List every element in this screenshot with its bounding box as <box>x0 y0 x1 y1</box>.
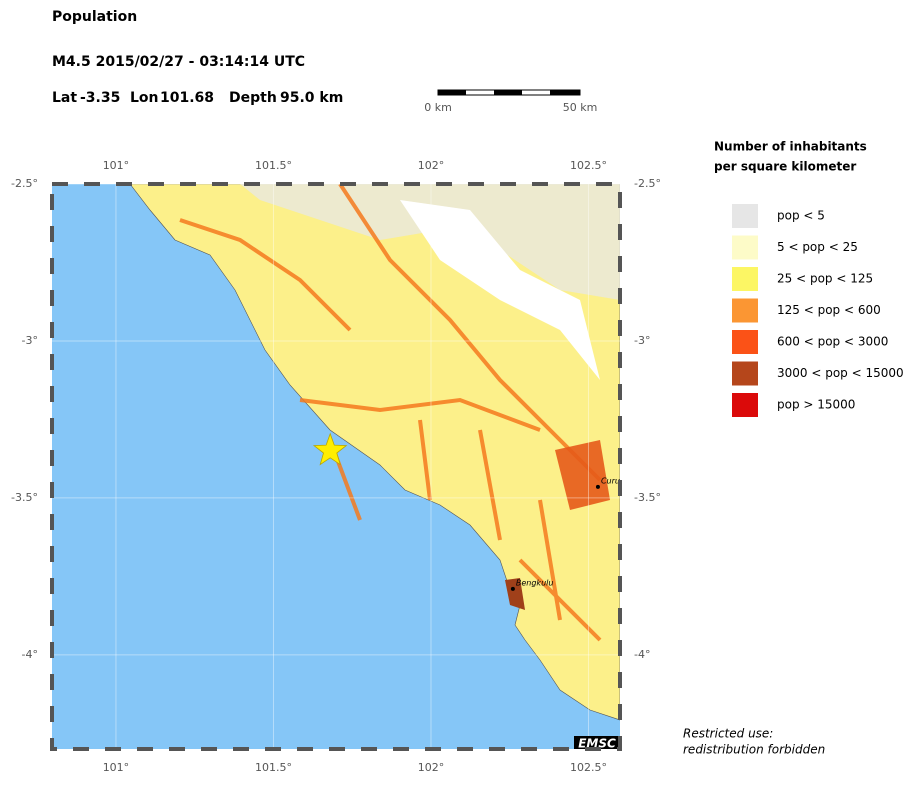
depth-value: 95.0 km <box>280 90 343 106</box>
location: Lat -3.35 Lon 101.68 Depth 95.0 km <box>52 90 343 106</box>
scale-end: 50 km <box>563 101 598 114</box>
x-tick-label: 102.5° <box>570 761 607 774</box>
y-tick-label: -3.5° <box>11 491 38 504</box>
x-tick-label: 101.5° <box>255 159 292 172</box>
legend-label: 600 < pop < 3000 <box>777 335 888 349</box>
legend-label: pop < 5 <box>777 209 825 223</box>
y-tick-label: -3° <box>634 334 650 347</box>
title: Population <box>52 9 137 25</box>
lat-label: Lat <box>52 90 77 106</box>
legend-label: 125 < pop < 600 <box>777 303 881 317</box>
note: redistribution forbidden <box>683 743 825 757</box>
y-tick-label: -4° <box>634 648 650 661</box>
city-label: Bengkulu <box>516 578 554 587</box>
lon-value: 101.68 <box>160 90 214 106</box>
scale-start: 0 km <box>424 101 452 114</box>
legend-swatch <box>732 393 758 417</box>
y-tick-label: -2.5° <box>11 177 38 190</box>
lat-value: -3.35 <box>80 90 120 106</box>
note: Restricted use: <box>683 727 773 741</box>
x-tick-label: 102° <box>418 159 445 172</box>
event-info: M4.5 2015/02/27 - 03:14:14 UTC <box>52 54 305 70</box>
city <box>595 484 600 489</box>
x-tick-label: 101° <box>103 761 130 774</box>
legend-label: 25 < pop < 125 <box>777 272 873 286</box>
legend-swatch <box>732 361 758 386</box>
x-tick-label: 101° <box>103 159 130 172</box>
lon-label: Lon <box>130 90 159 106</box>
legend-label: pop > 15000 <box>777 398 855 412</box>
city <box>510 586 515 591</box>
scale-bar: 0 km 50 km <box>424 89 598 114</box>
map-area: Bengkulu Curup EMSC <box>52 184 625 751</box>
map-frame <box>50 182 622 751</box>
y-tick-label: -2.5° <box>634 177 661 190</box>
legend-swatch <box>732 330 758 354</box>
legend-title: per square kilometer <box>714 160 856 174</box>
logo: EMSC <box>578 737 616 751</box>
depth-label: Depth <box>229 90 277 106</box>
y-tick-label: -3.5° <box>634 491 661 504</box>
x-tick-label: 102° <box>418 761 445 774</box>
x-tick-label: 102.5° <box>570 159 607 172</box>
legend-label: 5 < pop < 25 <box>777 240 858 254</box>
y-tick-label: -4° <box>22 648 38 661</box>
legend-swatch <box>732 204 758 228</box>
x-tick-label: 101.5° <box>255 761 292 774</box>
y-tick-label: -3° <box>22 334 38 347</box>
legend-title: Number of inhabitants <box>714 140 867 154</box>
epicenter <box>312 432 348 466</box>
legend-label: 3000 < pop < 15000 <box>777 366 904 380</box>
city-label: Curup <box>601 476 625 485</box>
legend-swatch <box>732 235 758 260</box>
legend-swatch <box>732 267 758 291</box>
legend-swatch <box>732 298 758 323</box>
